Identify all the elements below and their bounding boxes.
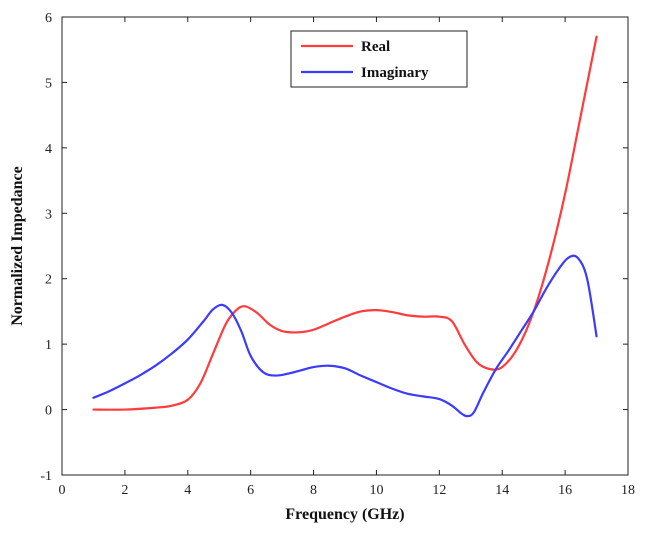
legend-label-real: Real [361,39,390,55]
x-axis-title: Frequency (GHz) [285,506,404,523]
y-tick-label: 3 [45,207,52,222]
x-tick-label: 4 [184,483,191,498]
y-tick-label: 2 [45,273,52,288]
y-tick-label: 4 [45,142,52,157]
y-tick-label: 6 [45,11,52,26]
x-tick-label: 0 [59,483,66,498]
x-tick-label: 18 [621,483,635,498]
y-tick-label: 0 [45,404,52,419]
y-axis-title: Normalized Impedance [9,166,26,326]
plot-area [62,17,628,475]
y-tick-label: 1 [45,338,52,353]
x-tick-label: 16 [558,483,572,498]
x-tick-label: 8 [310,483,317,498]
x-tick-label: 14 [495,483,509,498]
x-tick-label: 10 [369,483,383,498]
x-tick-label: 12 [432,483,446,498]
x-tick-label: 2 [121,483,128,498]
legend-box [290,30,468,88]
y-tick-label: -1 [40,469,52,484]
axes-frame [61,16,629,476]
series-line-imaginary [92,254,598,418]
series-line-real [92,35,598,411]
y-tick-label: 5 [45,76,52,91]
x-tick-label: 6 [247,483,254,498]
legend-label-imaginary: Imaginary [361,65,429,81]
